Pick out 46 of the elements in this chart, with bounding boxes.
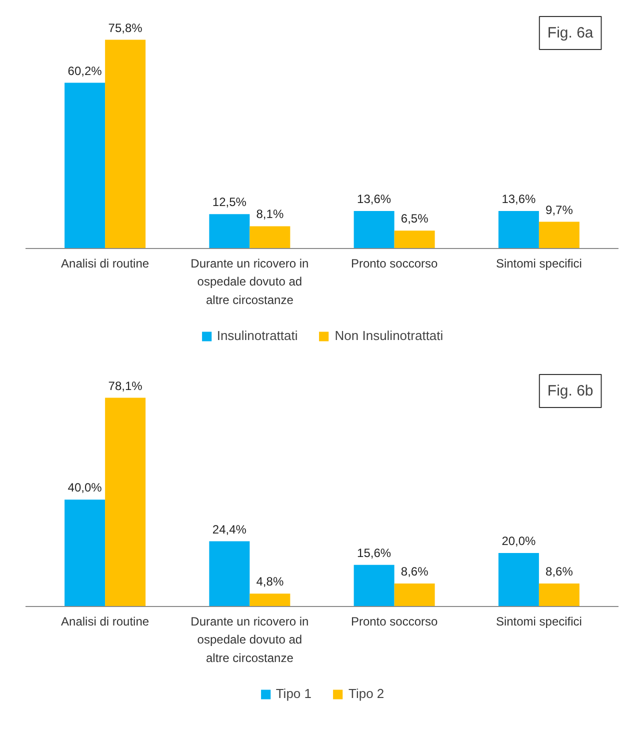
data-label: 13,6% — [357, 192, 392, 206]
legend-label: Tipo 2 — [348, 686, 384, 701]
x-tick-label: Analisi di routine — [61, 256, 150, 270]
data-label: 75,8% — [108, 20, 143, 35]
annotation: Fig. 6b — [547, 382, 594, 400]
x-tick-label: Sintomi specifici — [496, 256, 582, 270]
bar — [538, 222, 580, 248]
bar — [209, 541, 250, 606]
legend-label: Tipo 1 — [276, 686, 312, 701]
x-tick-label: Pronto soccorso — [350, 256, 438, 270]
data-label: 60,2% — [68, 64, 102, 78]
bar — [354, 564, 394, 606]
x-tick-label: Sintomi specifici — [496, 614, 582, 628]
x-tick-label: Analisi di routine — [61, 614, 150, 628]
data-label: 15,6% — [357, 546, 392, 560]
bar — [354, 211, 394, 248]
data-label: 6,5% — [400, 212, 429, 226]
bar — [64, 500, 106, 606]
bar — [394, 230, 435, 248]
data-label: 8,1% — [256, 207, 284, 222]
data-label: 12,5% — [212, 195, 247, 210]
data-label: 9,7% — [546, 202, 574, 217]
bar — [250, 594, 290, 606]
bar — [64, 82, 106, 248]
x-tick-label: Durante un ricovero in ospedale dovuto ad altre circostanze — [190, 614, 309, 665]
bar — [538, 584, 580, 606]
data-label: 78,1% — [108, 378, 143, 393]
data-label: 4,8% — [256, 574, 284, 589]
data-label: 40,0% — [68, 480, 102, 495]
data-label: 8,6% — [546, 564, 574, 579]
data-label: 8,6% — [400, 564, 429, 579]
legend-label: Non Insulinotrattati — [334, 328, 444, 343]
bar — [498, 211, 539, 248]
data-label: 24,4% — [212, 522, 247, 536]
bar — [105, 398, 146, 606]
data-label: 20,0% — [502, 534, 536, 548]
bar — [250, 226, 290, 248]
data-label: 13,6% — [502, 192, 536, 206]
bar — [394, 584, 435, 606]
x-tick-label: Pronto soccorso — [350, 614, 438, 628]
bar — [209, 214, 250, 248]
bar — [105, 40, 146, 248]
x-tick-label: Durante un ricovero in ospedale dovuto ad altre circostanze — [190, 256, 309, 307]
legend-label: Insulinotrattati — [216, 328, 298, 343]
annotation: Fig. 6a — [547, 24, 594, 42]
bar — [498, 553, 539, 606]
